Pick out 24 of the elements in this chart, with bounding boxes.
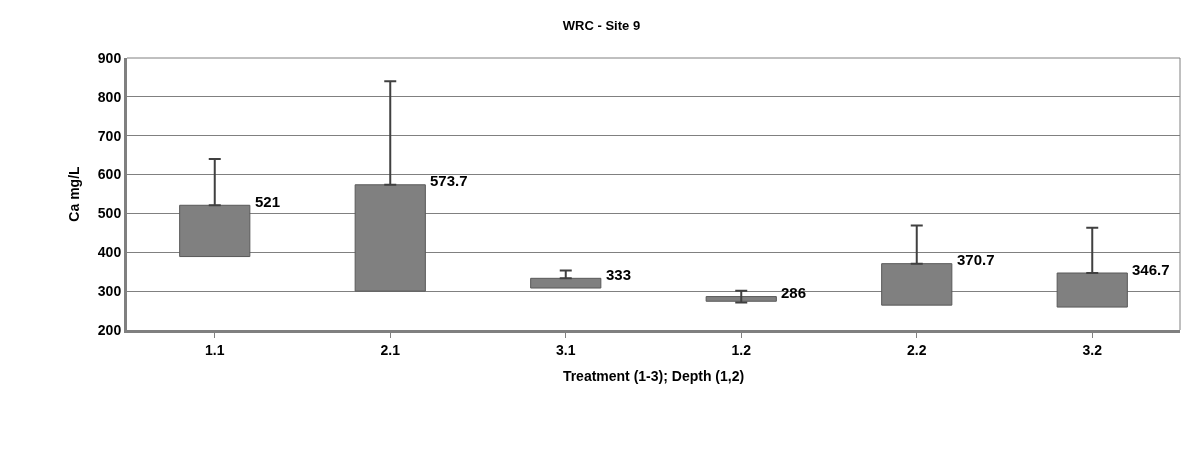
x-tick-label: 3.1	[556, 341, 576, 358]
y-axis-title: Ca mg/L	[66, 165, 83, 222]
annotation: 333	[606, 266, 632, 283]
x-tick-label: 3.2	[1082, 341, 1103, 358]
annotation: 521	[255, 193, 281, 210]
bar	[705, 296, 777, 302]
chart-title: WRC - Site 9	[562, 17, 641, 33]
x-axis-title: Treatment (1-3); Depth (1,2)	[562, 368, 745, 385]
x-tick-label: 1.1	[205, 341, 225, 358]
y-tick-label: 300	[97, 283, 122, 300]
y-tick-label: 600	[97, 166, 122, 183]
annotation: 573.7	[430, 172, 468, 189]
y-tick-label: 900	[97, 49, 122, 66]
y-tick-label: 800	[97, 88, 122, 105]
annotation: 346.7	[1132, 261, 1170, 278]
x-tick-label: 2.2	[907, 341, 927, 358]
annotation: 286	[781, 284, 807, 301]
y-tick-label: 200	[97, 321, 122, 338]
x-tick-label: 1.2	[731, 341, 752, 358]
annotation: 370.7	[957, 251, 995, 268]
y-tick-label: 700	[97, 127, 122, 144]
x-tick-label: 2.1	[380, 341, 401, 358]
y-tick-label: 500	[97, 205, 122, 222]
y-tick-label: 400	[97, 244, 122, 261]
